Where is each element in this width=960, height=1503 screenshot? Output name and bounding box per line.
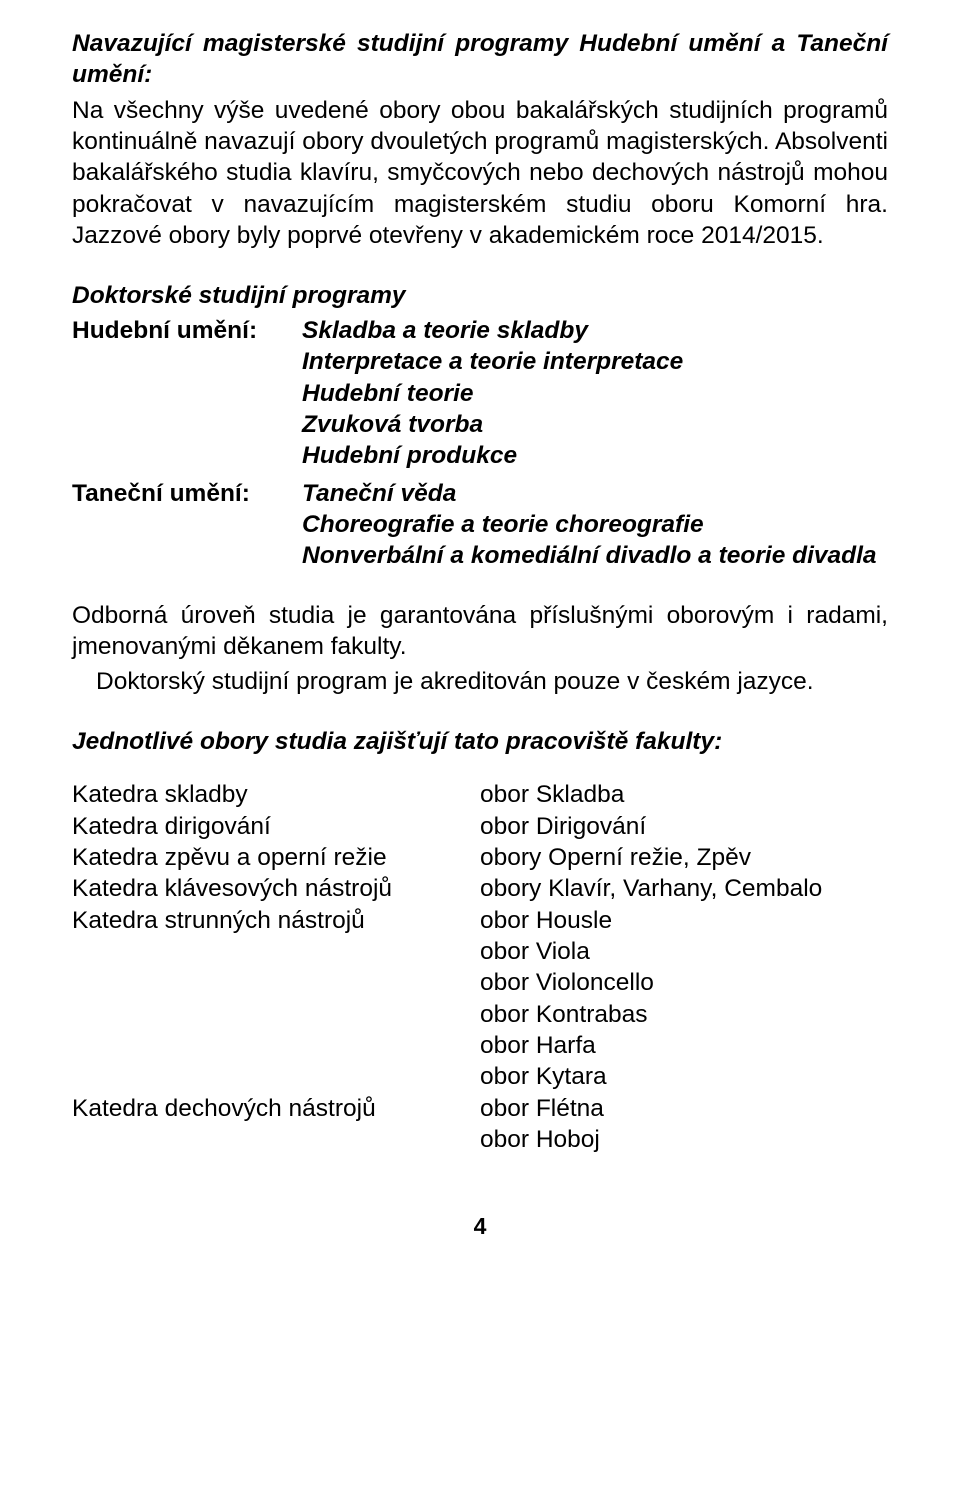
program-label-dance: Taneční umění: — [72, 478, 302, 509]
program-line: Interpretace a teorie interpretace — [302, 346, 888, 377]
field-cell: obor Housle — [480, 905, 888, 936]
dept-cell: Katedra dechových nástrojů — [72, 1093, 480, 1124]
dept-cell: Katedra skladby — [72, 779, 480, 810]
dept-cell: Katedra zpěvu a operní režie — [72, 842, 480, 873]
departments-heading: Jednotlivé obory studia zajišťují tato p… — [72, 726, 888, 757]
program-line: Choreografie a teorie choreografie — [302, 509, 888, 540]
program-line: Skladba a teorie skladby — [302, 315, 888, 346]
field-cell: obor Dirigování — [480, 811, 888, 842]
departments-column-right: obor Skladba obor Dirigování obory Opern… — [480, 779, 888, 1155]
field-cell: obor Viola — [480, 936, 888, 967]
field-cell: obor Skladba — [480, 779, 888, 810]
dept-cell — [72, 967, 480, 998]
paragraph-guarantee: Odborná úroveň studia je garantována pří… — [72, 600, 888, 663]
doctoral-heading: Doktorské studijní programy — [72, 280, 888, 311]
heading-masters-programs: Navazující magisterské studijní programy… — [72, 28, 888, 91]
field-cell: obor Violoncello — [480, 967, 888, 998]
dept-cell — [72, 1061, 480, 1092]
field-cell: obory Klavír, Varhany, Cembalo — [480, 873, 888, 904]
dept-cell — [72, 999, 480, 1030]
departments-table: Katedra skladby Katedra dirigování Kated… — [72, 779, 888, 1155]
program-line: Hudební produkce — [302, 440, 888, 471]
paragraph-accreditation: Doktorský studijní program je akreditová… — [72, 666, 888, 697]
program-line: Hudební teorie — [302, 378, 888, 409]
program-line: Taneční věda — [302, 478, 888, 509]
dept-cell: Katedra dirigování — [72, 811, 480, 842]
field-cell: obor Kontrabas — [480, 999, 888, 1030]
document-page: Navazující magisterské studijní programy… — [0, 0, 960, 1503]
doctoral-section: Doktorské studijní programy Hudební uměn… — [72, 280, 888, 572]
field-cell: obor Harfa — [480, 1030, 888, 1061]
program-lines-dance: Taneční věda Choreografie a teorie chore… — [302, 478, 888, 572]
program-line: Nonverbální a komediální divadlo a teori… — [302, 540, 888, 571]
page-number: 4 — [72, 1212, 888, 1241]
program-row-music: Hudební umění: Skladba a teorie skladby … — [72, 315, 888, 472]
dept-cell: Katedra klávesových nástrojů — [72, 873, 480, 904]
field-cell: obor Flétna — [480, 1093, 888, 1124]
field-cell: obor Hoboj — [480, 1124, 888, 1155]
heading-text: Navazující magisterské studijní programy… — [72, 30, 888, 88]
paragraph-intro: Na všechny výše uvedené obory obou bakal… — [72, 95, 888, 252]
dept-cell — [72, 936, 480, 967]
dept-cell: Katedra strunných nástrojů — [72, 905, 480, 936]
dept-cell — [72, 1030, 480, 1061]
field-cell: obory Operní režie, Zpěv — [480, 842, 888, 873]
program-row-dance: Taneční umění: Taneční věda Choreografie… — [72, 478, 888, 572]
program-line: Zvuková tvorba — [302, 409, 888, 440]
departments-column-left: Katedra skladby Katedra dirigování Kated… — [72, 779, 480, 1155]
program-lines-music: Skladba a teorie skladby Interpretace a … — [302, 315, 888, 472]
program-label-music: Hudební umění: — [72, 315, 302, 346]
dept-cell — [72, 1124, 480, 1155]
field-cell: obor Kytara — [480, 1061, 888, 1092]
